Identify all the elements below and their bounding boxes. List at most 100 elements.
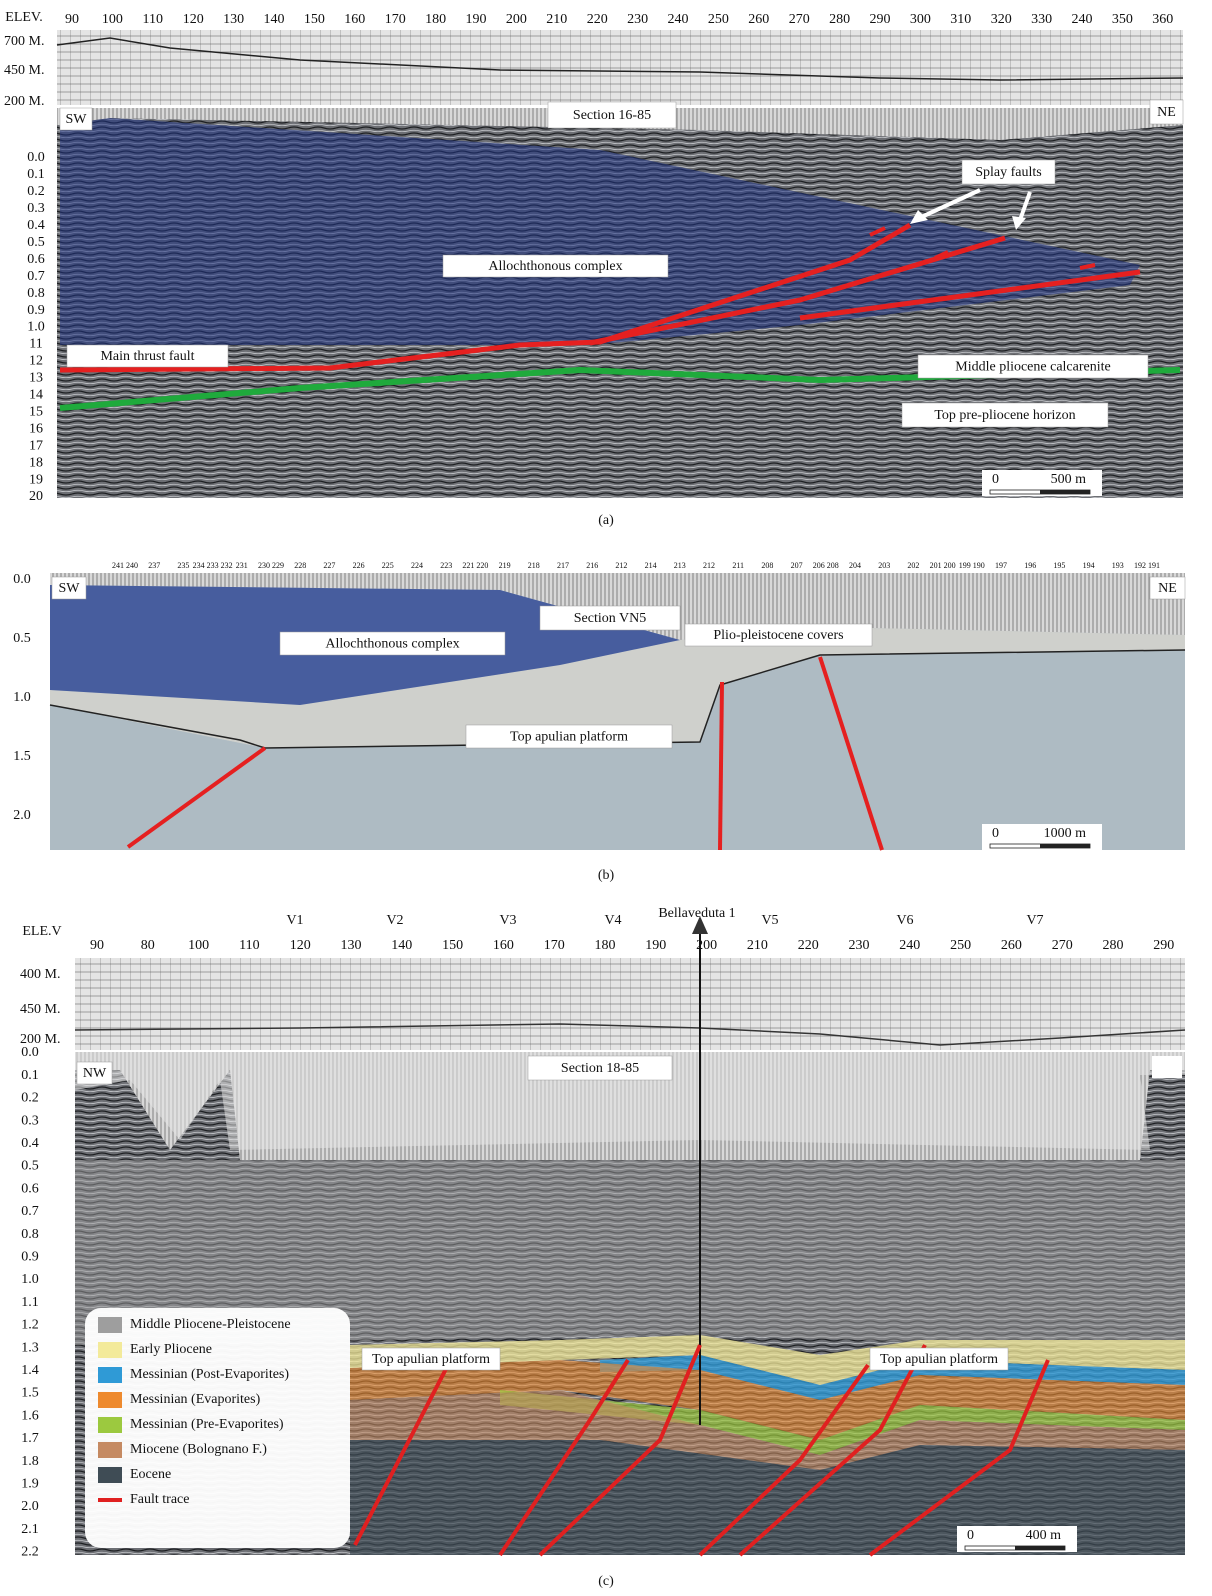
depth-label: 13 bbox=[29, 371, 43, 386]
annotation: Middle pliocene calcarenite bbox=[955, 360, 1110, 375]
annotation: Plio-pleistocene covers bbox=[713, 628, 843, 643]
depth-label: 0.4 bbox=[27, 218, 45, 233]
shotpoint-label: 240 bbox=[668, 12, 689, 27]
trace-label: 226 bbox=[353, 561, 365, 570]
depth-label: 1.8 bbox=[21, 1454, 39, 1469]
shotpoint-label: 240 bbox=[1072, 12, 1093, 27]
well-label: V3 bbox=[499, 913, 516, 928]
trace-label: 216 bbox=[586, 561, 598, 570]
shotpoint-label: 100 bbox=[102, 12, 123, 27]
depth-label: 1.9 bbox=[21, 1477, 39, 1492]
shotpoint-label: 270 bbox=[1052, 938, 1073, 953]
well-label: V6 bbox=[896, 913, 913, 928]
depth-label: 20 bbox=[29, 489, 43, 504]
annotation: Splay faults bbox=[975, 165, 1042, 180]
shotpoint-label: 120 bbox=[183, 12, 204, 27]
legend-label: Messinian (Evaporites) bbox=[130, 1392, 261, 1407]
shotpoint-label: 210 bbox=[546, 12, 567, 27]
shotpoint-label: 200 bbox=[506, 12, 527, 27]
shotpoint-label: 230 bbox=[849, 938, 870, 953]
trace-label: 224 bbox=[411, 561, 423, 570]
annotation: Top apulian platform bbox=[510, 730, 628, 745]
scale-label: 0 bbox=[992, 472, 999, 487]
shotpoint-label: 250 bbox=[708, 12, 729, 27]
well-name: Bellaveduta 1 bbox=[658, 906, 735, 921]
depth-label: 14 bbox=[29, 388, 43, 403]
annotation: Top apulian platform bbox=[372, 1352, 490, 1367]
shotpoint-label: 170 bbox=[544, 938, 565, 953]
depth-label: 0.7 bbox=[27, 269, 45, 284]
depth-label: 1.4 bbox=[21, 1363, 39, 1378]
trace-label: 225 bbox=[382, 561, 394, 570]
legend-swatch bbox=[98, 1392, 122, 1408]
scale-label: 0 bbox=[992, 826, 999, 841]
legend-swatch bbox=[98, 1467, 122, 1483]
shotpoint-label: 220 bbox=[798, 938, 819, 953]
well-label: V7 bbox=[1026, 913, 1043, 928]
figure: ELEV.90100110120130140150160170180190200… bbox=[0, 0, 1212, 1596]
trace-label: 206 208 bbox=[813, 561, 839, 570]
scale-bar-fill bbox=[1040, 844, 1090, 848]
trace-label: 217 bbox=[557, 561, 569, 570]
trace-label: 212 bbox=[615, 561, 627, 570]
shotpoint-label: 240 bbox=[899, 938, 920, 953]
scale-label: 500 m bbox=[1051, 472, 1087, 487]
depth-label: 0.3 bbox=[21, 1113, 39, 1128]
trace-label: 193 bbox=[1112, 561, 1124, 570]
shotpoint-label: 280 bbox=[829, 12, 850, 27]
elevation-label: 200 M. bbox=[4, 94, 44, 109]
depth-label: 0.9 bbox=[21, 1250, 39, 1265]
trace-label: 204 bbox=[849, 561, 861, 570]
scale-bar-fill bbox=[1015, 1546, 1065, 1550]
direction-label: SW bbox=[59, 581, 81, 596]
legend-label: Messinian (Post-Evaporites) bbox=[130, 1367, 289, 1382]
trace-label: 208 bbox=[761, 561, 773, 570]
shotpoint-label: 120 bbox=[290, 938, 311, 953]
depth-label: 17 bbox=[29, 438, 43, 453]
elevation-label: 450 M. bbox=[20, 1002, 60, 1017]
caption: (a) bbox=[598, 513, 614, 528]
depth-label: 1.5 bbox=[13, 749, 31, 764]
annotation: Main thrust fault bbox=[100, 349, 194, 364]
section-title: Section 18-85 bbox=[561, 1061, 639, 1076]
depth-label: 1.6 bbox=[21, 1408, 39, 1423]
shotpoint-label: 210 bbox=[747, 938, 768, 953]
shotpoint-label: 100 bbox=[188, 938, 209, 953]
corner-box bbox=[1152, 1056, 1182, 1078]
shotpoint-label: 220 bbox=[587, 12, 608, 27]
shotpoint-label: 110 bbox=[239, 938, 259, 953]
elevation-title: ELE.V bbox=[22, 924, 61, 939]
shotpoint-label: 170 bbox=[385, 12, 406, 27]
trace-label: 218 bbox=[528, 561, 540, 570]
trace-label: 237 bbox=[148, 561, 160, 570]
depth-label: 18 bbox=[29, 455, 43, 470]
depth-label: 1.0 bbox=[13, 690, 31, 705]
depth-label: 12 bbox=[29, 354, 43, 369]
depth-label: 0.3 bbox=[27, 201, 45, 216]
trace-label: 227 bbox=[323, 561, 335, 570]
trace-label: 234 233 232 bbox=[193, 561, 233, 570]
trace-label: 230 229 bbox=[258, 561, 284, 570]
trace-label: 203 bbox=[878, 561, 890, 570]
elevation-strip bbox=[75, 958, 1185, 1050]
well-label: V2 bbox=[386, 913, 403, 928]
scale-label: 400 m bbox=[1026, 1528, 1062, 1543]
legend-swatch bbox=[98, 1367, 122, 1383]
shotpoint-label: 360 bbox=[1152, 12, 1173, 27]
trace-label: 192 191 bbox=[1134, 561, 1160, 570]
shotpoint-label: 180 bbox=[595, 938, 616, 953]
trace-label: 228 bbox=[294, 561, 306, 570]
shotpoint-label: 270 bbox=[789, 12, 810, 27]
depth-label: 0.2 bbox=[21, 1091, 39, 1106]
depth-label: 0.8 bbox=[27, 286, 45, 301]
trace-label: 197 bbox=[995, 561, 1007, 570]
depth-label: 15 bbox=[29, 404, 43, 419]
depth-label: 0.5 bbox=[13, 631, 31, 646]
elevation-title: ELEV. bbox=[5, 10, 42, 25]
depth-label: 0.7 bbox=[21, 1204, 39, 1219]
trace-label: 214 bbox=[645, 561, 657, 570]
shotpoint-label: 90 bbox=[90, 938, 104, 953]
well-label: V1 bbox=[286, 913, 303, 928]
shotpoint-label: 330 bbox=[1031, 12, 1052, 27]
trace-label: 241 240 bbox=[112, 561, 138, 570]
